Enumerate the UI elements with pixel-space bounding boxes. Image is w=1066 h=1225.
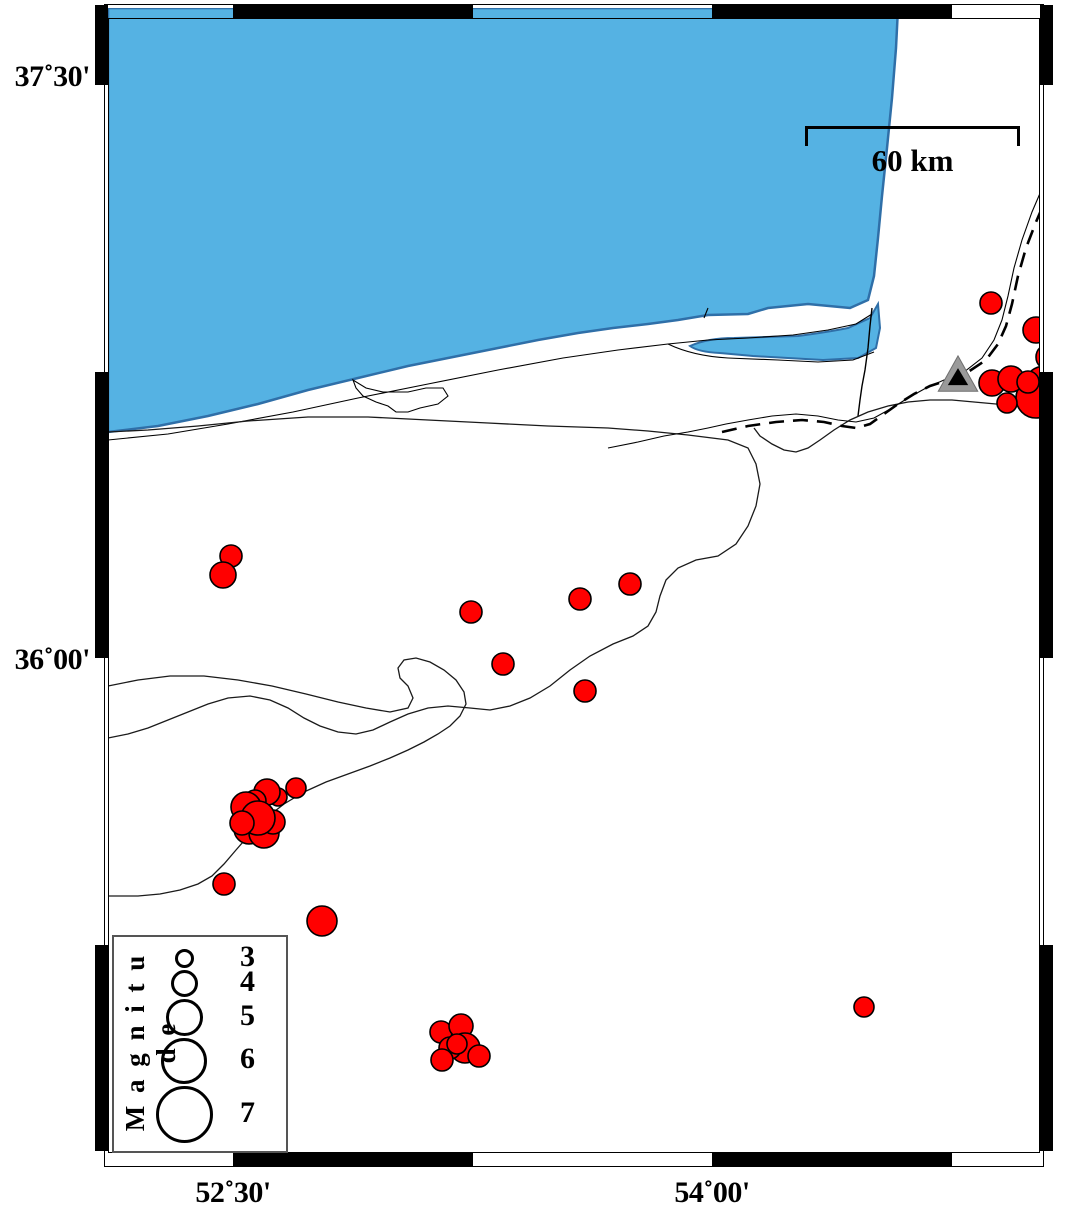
legend-circle-mag-7 — [155, 1086, 213, 1143]
frame-tick-left-1 — [95, 5, 108, 85]
epicenter-marker[interactable] — [491, 652, 515, 676]
frame-inner-top — [108, 18, 1040, 19]
longitude-label-52-30: 52˚30' — [195, 1176, 271, 1209]
frame-inner-right — [1039, 18, 1040, 1153]
epicenter-marker[interactable] — [1016, 370, 1040, 394]
frame-tick-right-2 — [1040, 372, 1053, 658]
epicenter-marker[interactable] — [209, 561, 237, 589]
frame-inner-left — [108, 18, 109, 1153]
epicenter-marker[interactable] — [996, 392, 1018, 414]
epicenter-marker[interactable] — [306, 905, 338, 937]
frame-tick-top-1 — [233, 5, 473, 18]
legend-circle-mag-5 — [165, 999, 203, 1036]
epicenter-marker[interactable] — [459, 600, 483, 624]
legend-circle-mag-3 — [174, 949, 194, 968]
scale-bar-label: 60 km — [871, 143, 954, 178]
administrative-boundaries — [108, 399, 1040, 897]
frame-inner-bottom — [108, 1152, 1040, 1153]
epicenter-layer[interactable] — [209, 291, 1040, 1072]
epicenter-marker[interactable] — [618, 572, 642, 596]
station-layer[interactable] — [937, 354, 979, 392]
frame-tick-right-3 — [1040, 945, 1053, 1151]
frame-outer-bottom — [104, 1166, 1044, 1167]
legend-value-7: 7 — [240, 1095, 255, 1129]
epicenter-marker[interactable] — [467, 1044, 491, 1068]
caspian-south-shore — [857, 307, 873, 417]
legend-circle-mag-6 — [161, 1038, 207, 1084]
frame-outer-top — [104, 4, 1044, 5]
epicenter-marker[interactable] — [430, 1048, 454, 1072]
epicenter-marker[interactable] — [568, 587, 592, 611]
frame-tick-bottom-2 — [712, 1153, 952, 1166]
legend-value-3: 3 — [240, 939, 255, 973]
epicenter-marker[interactable] — [979, 291, 1003, 315]
latitude-label-36-00: 36˚00' — [14, 643, 91, 676]
epicenter-marker[interactable] — [285, 777, 307, 799]
epicenter-marker[interactable] — [229, 810, 255, 836]
epicenter-marker[interactable] — [212, 872, 236, 896]
legend-circle-mag-4 — [170, 970, 198, 997]
legend-value-4: 4 — [240, 964, 255, 998]
frame-tick-left-3 — [95, 945, 108, 1151]
longitude-label-54-00: 54˚00' — [674, 1176, 750, 1209]
scale-bar — [805, 126, 1020, 152]
caspian-sea-water — [108, 8, 900, 434]
scale-bar-line — [805, 126, 1020, 129]
latitude-label-37-30: 37˚30' — [14, 60, 91, 93]
map-canvas — [108, 8, 1040, 1072]
epicenter-marker[interactable] — [1022, 316, 1040, 344]
legend-value-6: 6 — [240, 1042, 255, 1075]
frame-tick-left-2 — [95, 372, 108, 658]
epicenter-marker[interactable] — [446, 1033, 468, 1055]
legend-value-5: 5 — [240, 998, 255, 1032]
epicenter-marker[interactable] — [853, 996, 875, 1018]
frame-tick-top-2 — [712, 5, 952, 18]
station-triangle-inner — [947, 368, 969, 386]
scale-bar-tick-right — [1017, 126, 1020, 146]
epicenter-marker[interactable] — [573, 679, 597, 703]
scale-bar-tick-left — [805, 126, 808, 146]
coastline-detail — [108, 307, 875, 441]
frame-tick-bottom-1 — [233, 1153, 473, 1166]
frame-tick-right-1 — [1040, 5, 1053, 85]
international-border-dashed — [721, 209, 1040, 434]
